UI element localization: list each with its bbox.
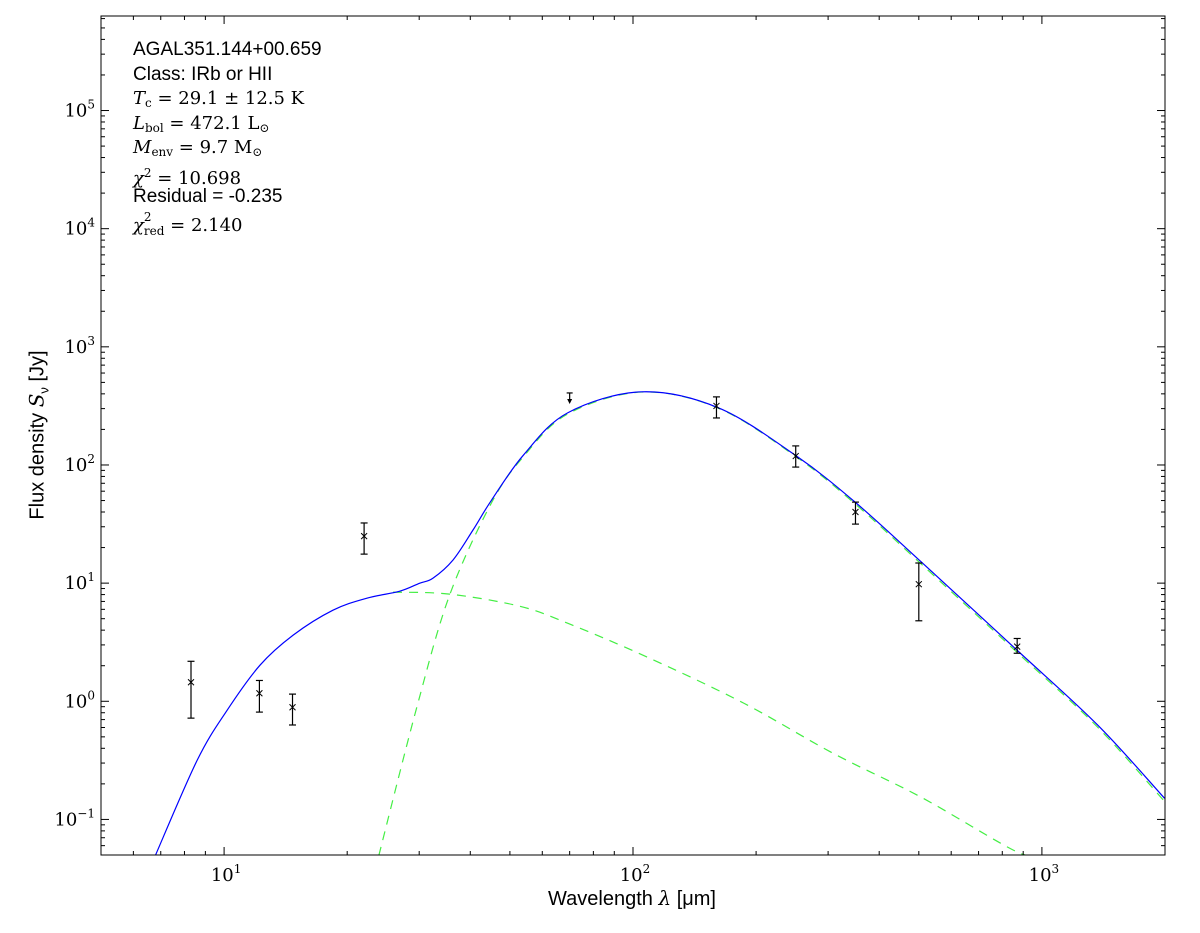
data-point — [360, 522, 368, 555]
x-marker — [1013, 643, 1021, 651]
mass-label: Menv = 9.7 M⊙ — [133, 136, 322, 161]
x-axis-label: Wavelength λ [μm] — [0, 886, 1200, 911]
chi2-red-label: χ 2 red = 2.140 — [133, 210, 322, 238]
x-tick-label: 102 — [620, 862, 651, 886]
chi2-symbol: χ — [133, 167, 144, 189]
y-axis-sub: ν — [36, 387, 52, 394]
tc-sub: c — [145, 96, 152, 110]
chi2red-symbol: χ — [133, 214, 144, 236]
x-marker — [289, 703, 296, 711]
series-line-cold-component — [378, 391, 1165, 855]
x-marker — [915, 580, 923, 588]
y-tick-label: 104 — [64, 216, 95, 240]
plot-area — [154, 391, 1165, 855]
upper-limit-point — [566, 392, 573, 404]
data-point — [289, 693, 297, 726]
data-point — [712, 396, 720, 419]
x-axis-unit: [μm] — [676, 888, 716, 910]
x-tick-label: 103 — [1029, 862, 1060, 886]
chi2-sup: 2 — [143, 165, 152, 180]
y-axis-label: Flux density Sν [Jy] — [25, 350, 52, 519]
tc-value: = 29.1 ± 12.5 K — [151, 88, 305, 109]
data-point — [255, 679, 263, 713]
y-tick-label: 100 — [64, 688, 95, 712]
x-tick-label: 101 — [211, 862, 242, 886]
residual-label: Residual = -0.235 — [133, 186, 283, 207]
menv-value: = 9.7 M — [173, 137, 253, 158]
data-point — [1013, 637, 1021, 654]
axis-ticks: 101 102 103 10−1 100 101 102 103 104 105 — [54, 16, 1166, 886]
y-tick-label: 102 — [64, 452, 95, 476]
y-tick-label: 105 — [64, 98, 95, 122]
x-marker — [360, 532, 368, 540]
chi2red-value: = 2.140 — [164, 214, 243, 236]
chi2red-sup: 2 — [143, 209, 152, 224]
chi2-label: χ2 = 10.698 — [133, 161, 322, 189]
x-axis-label-text: Wavelength — [548, 888, 653, 910]
x-marker — [713, 402, 720, 410]
y-tick-label: 101 — [64, 570, 95, 594]
x-marker — [852, 508, 859, 516]
menv-sub: env — [151, 145, 174, 159]
series-line-total-fit — [154, 391, 1165, 855]
y-axis-label-text: Flux density — [26, 412, 49, 520]
temperature-label: Tc = 29.1 ± 12.5 K — [133, 87, 322, 112]
y-tick-label: 10−1 — [54, 806, 95, 830]
data-point — [187, 660, 195, 719]
data-point — [851, 501, 859, 525]
source-name: AGAL351.144+00.659 — [133, 39, 322, 60]
sun-symbol: ⊙ — [252, 145, 263, 159]
chi2red-sub: red — [143, 223, 165, 238]
x-marker — [792, 452, 800, 460]
tc-symbol: T — [133, 88, 146, 109]
lbol-sub: bol — [144, 120, 164, 135]
y-tick-label: 103 — [64, 334, 95, 358]
menv-symbol: M — [133, 137, 152, 158]
x-marker — [187, 678, 195, 686]
data-point — [792, 445, 800, 468]
axes-frame — [100, 15, 1166, 856]
x-marker — [256, 689, 263, 697]
y-axis-unit: [Jy] — [26, 350, 49, 382]
down-arrow-icon — [567, 398, 573, 404]
x-axis-symbol: λ — [658, 886, 672, 910]
lbol-value: = 472.1 L — [163, 112, 260, 134]
chi2red-scripts: 2 red — [144, 210, 165, 238]
lbol-symbol: L — [133, 112, 145, 134]
class-label: Class: IRb or HII — [133, 63, 273, 85]
data-point — [915, 562, 923, 622]
sun-symbol: ⊙ — [259, 120, 270, 135]
series-line-warm-component — [393, 591, 1040, 855]
luminosity-label: Lbol = 472.1 L⊙ — [133, 112, 322, 137]
fit-annotation: AGAL351.144+00.659 Class: IRb or HII Tc … — [133, 38, 322, 238]
y-axis-symbol: S — [24, 393, 49, 408]
chi2-value: = 10.698 — [151, 167, 242, 189]
